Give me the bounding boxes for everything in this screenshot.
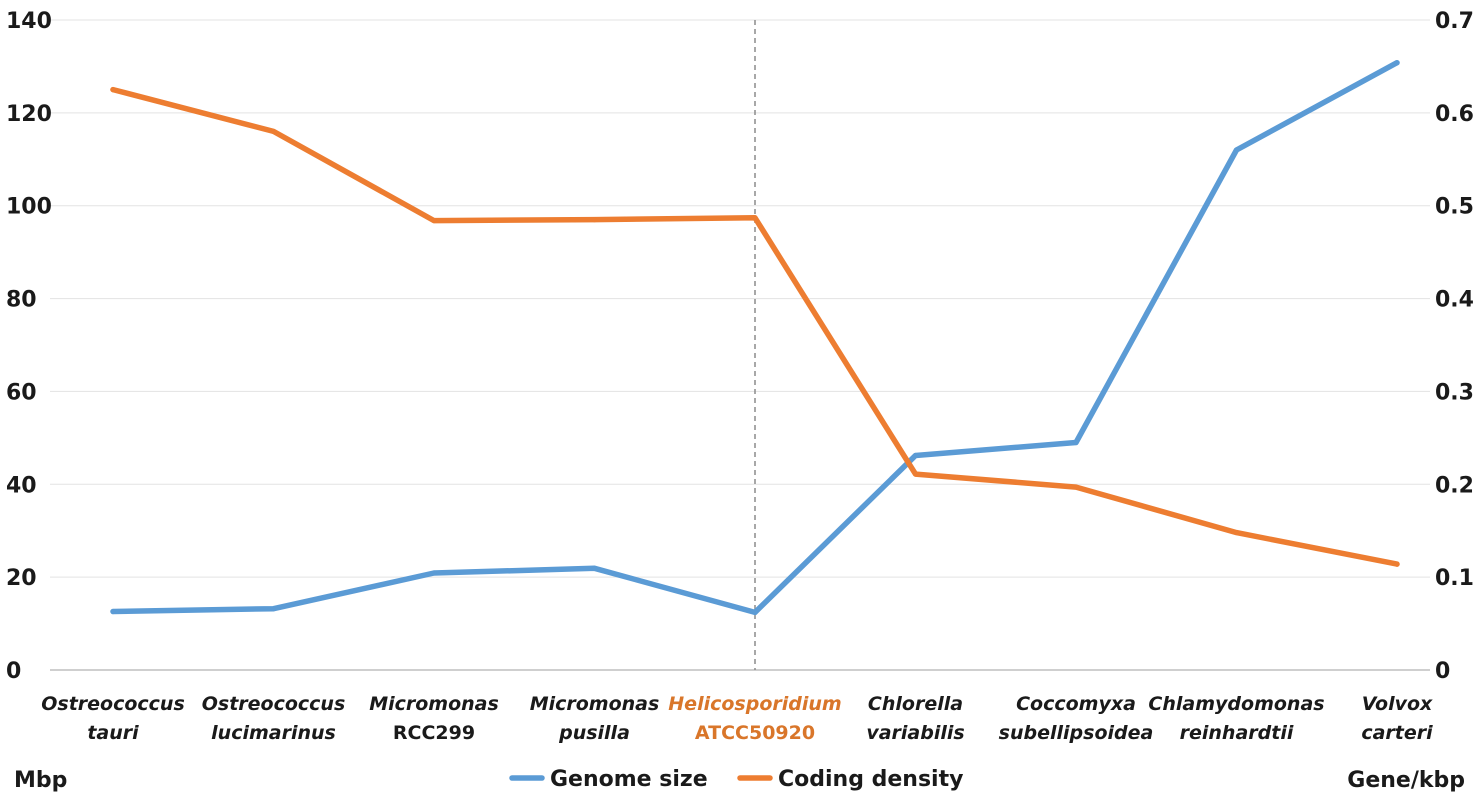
category-label-line1: Volvox: [1362, 693, 1433, 715]
category-label-line2: tauri: [87, 722, 139, 744]
genome-size-point: [752, 609, 758, 616]
category-label-line1: Helicosporidium: [668, 693, 841, 715]
category-label-line1: Ostreococcus: [41, 693, 185, 715]
genome-size-point: [912, 452, 919, 459]
right-tick-label: 0.2: [1435, 473, 1474, 498]
left-tick-label: 0: [6, 659, 21, 684]
category-label-line1: Ostreococcus: [202, 693, 346, 715]
left-tick-label: 40: [6, 473, 37, 498]
coding-density-point: [1073, 484, 1079, 490]
left-tick-label: 60: [6, 380, 37, 405]
coding-density-point: [591, 217, 598, 223]
category-label-line1: Chlorella: [868, 693, 963, 715]
category-label-line2: lucimarinus: [211, 722, 336, 744]
category-label-line1: Micromonas: [530, 693, 660, 715]
right-tick-label: 0.1: [1435, 566, 1474, 591]
right-tick-label: 0.6: [1435, 102, 1474, 127]
left-tick-label: 100: [6, 195, 52, 220]
right-tick-label: 0.3: [1435, 380, 1474, 405]
right-axis-ticks: 0 0.1 0.2 0.3 0.4 0.5 0.6 0.7: [1435, 9, 1474, 684]
right-tick-label: 0.5: [1435, 195, 1474, 220]
category-label-line2: carteri: [1361, 722, 1433, 744]
category-label-line2: pusilla: [558, 722, 630, 744]
category-label-line1: Coccomyxa: [1016, 693, 1136, 715]
category-label-line2: variabilis: [866, 722, 964, 744]
legend: Genome size Coding density: [509, 767, 963, 792]
coding-density-point: [752, 215, 758, 221]
category-label-line2: reinhardtii: [1180, 722, 1294, 744]
series-lines: [110, 59, 1400, 616]
genome-size-point: [1073, 439, 1079, 446]
left-axis-ticks: 0 20 40 60 80 100 120 140: [6, 9, 52, 684]
genome-size-point: [591, 565, 598, 571]
right-tick-label: 0.4: [1435, 288, 1474, 313]
coding-density-point: [1233, 529, 1240, 536]
category-label-line2: RCC299: [393, 722, 475, 744]
coding-density-point: [431, 217, 437, 224]
coding-density-point: [1394, 561, 1400, 567]
genome-size-point: [110, 608, 116, 615]
category-labels: Ostreococcus tauri Ostreococcus lucimarinus…: [41, 693, 1433, 744]
right-axis-unit: Gene/kbp: [1347, 768, 1465, 793]
right-tick-label: 0: [1435, 659, 1450, 684]
category-label-line1: Micromonas: [369, 693, 499, 715]
coding-density-point: [270, 128, 277, 135]
category-label-line1: Chlamydomonas: [1148, 693, 1324, 715]
category-label-line2: ATCC50920: [695, 722, 815, 744]
left-axis-unit: Mbp: [14, 768, 67, 793]
right-tick-label: 0.7: [1435, 9, 1474, 34]
left-tick-label: 120: [6, 102, 52, 127]
genome-size-point: [1233, 147, 1240, 153]
left-tick-label: 80: [6, 288, 37, 313]
left-tick-label: 140: [6, 9, 52, 34]
gridlines: [50, 19, 1430, 671]
genome-size-point: [270, 606, 277, 612]
coding-density-point: [912, 471, 919, 477]
legend-label-coding-density: Coding density: [778, 767, 963, 792]
left-tick-label: 20: [6, 566, 37, 591]
category-label-line2: subellipsoidea: [999, 722, 1154, 744]
legend-label-genome-size: Genome size: [550, 767, 708, 792]
coding-density-point: [110, 87, 116, 93]
genome-size-point: [431, 570, 437, 576]
genome-size-point: [1394, 60, 1400, 66]
